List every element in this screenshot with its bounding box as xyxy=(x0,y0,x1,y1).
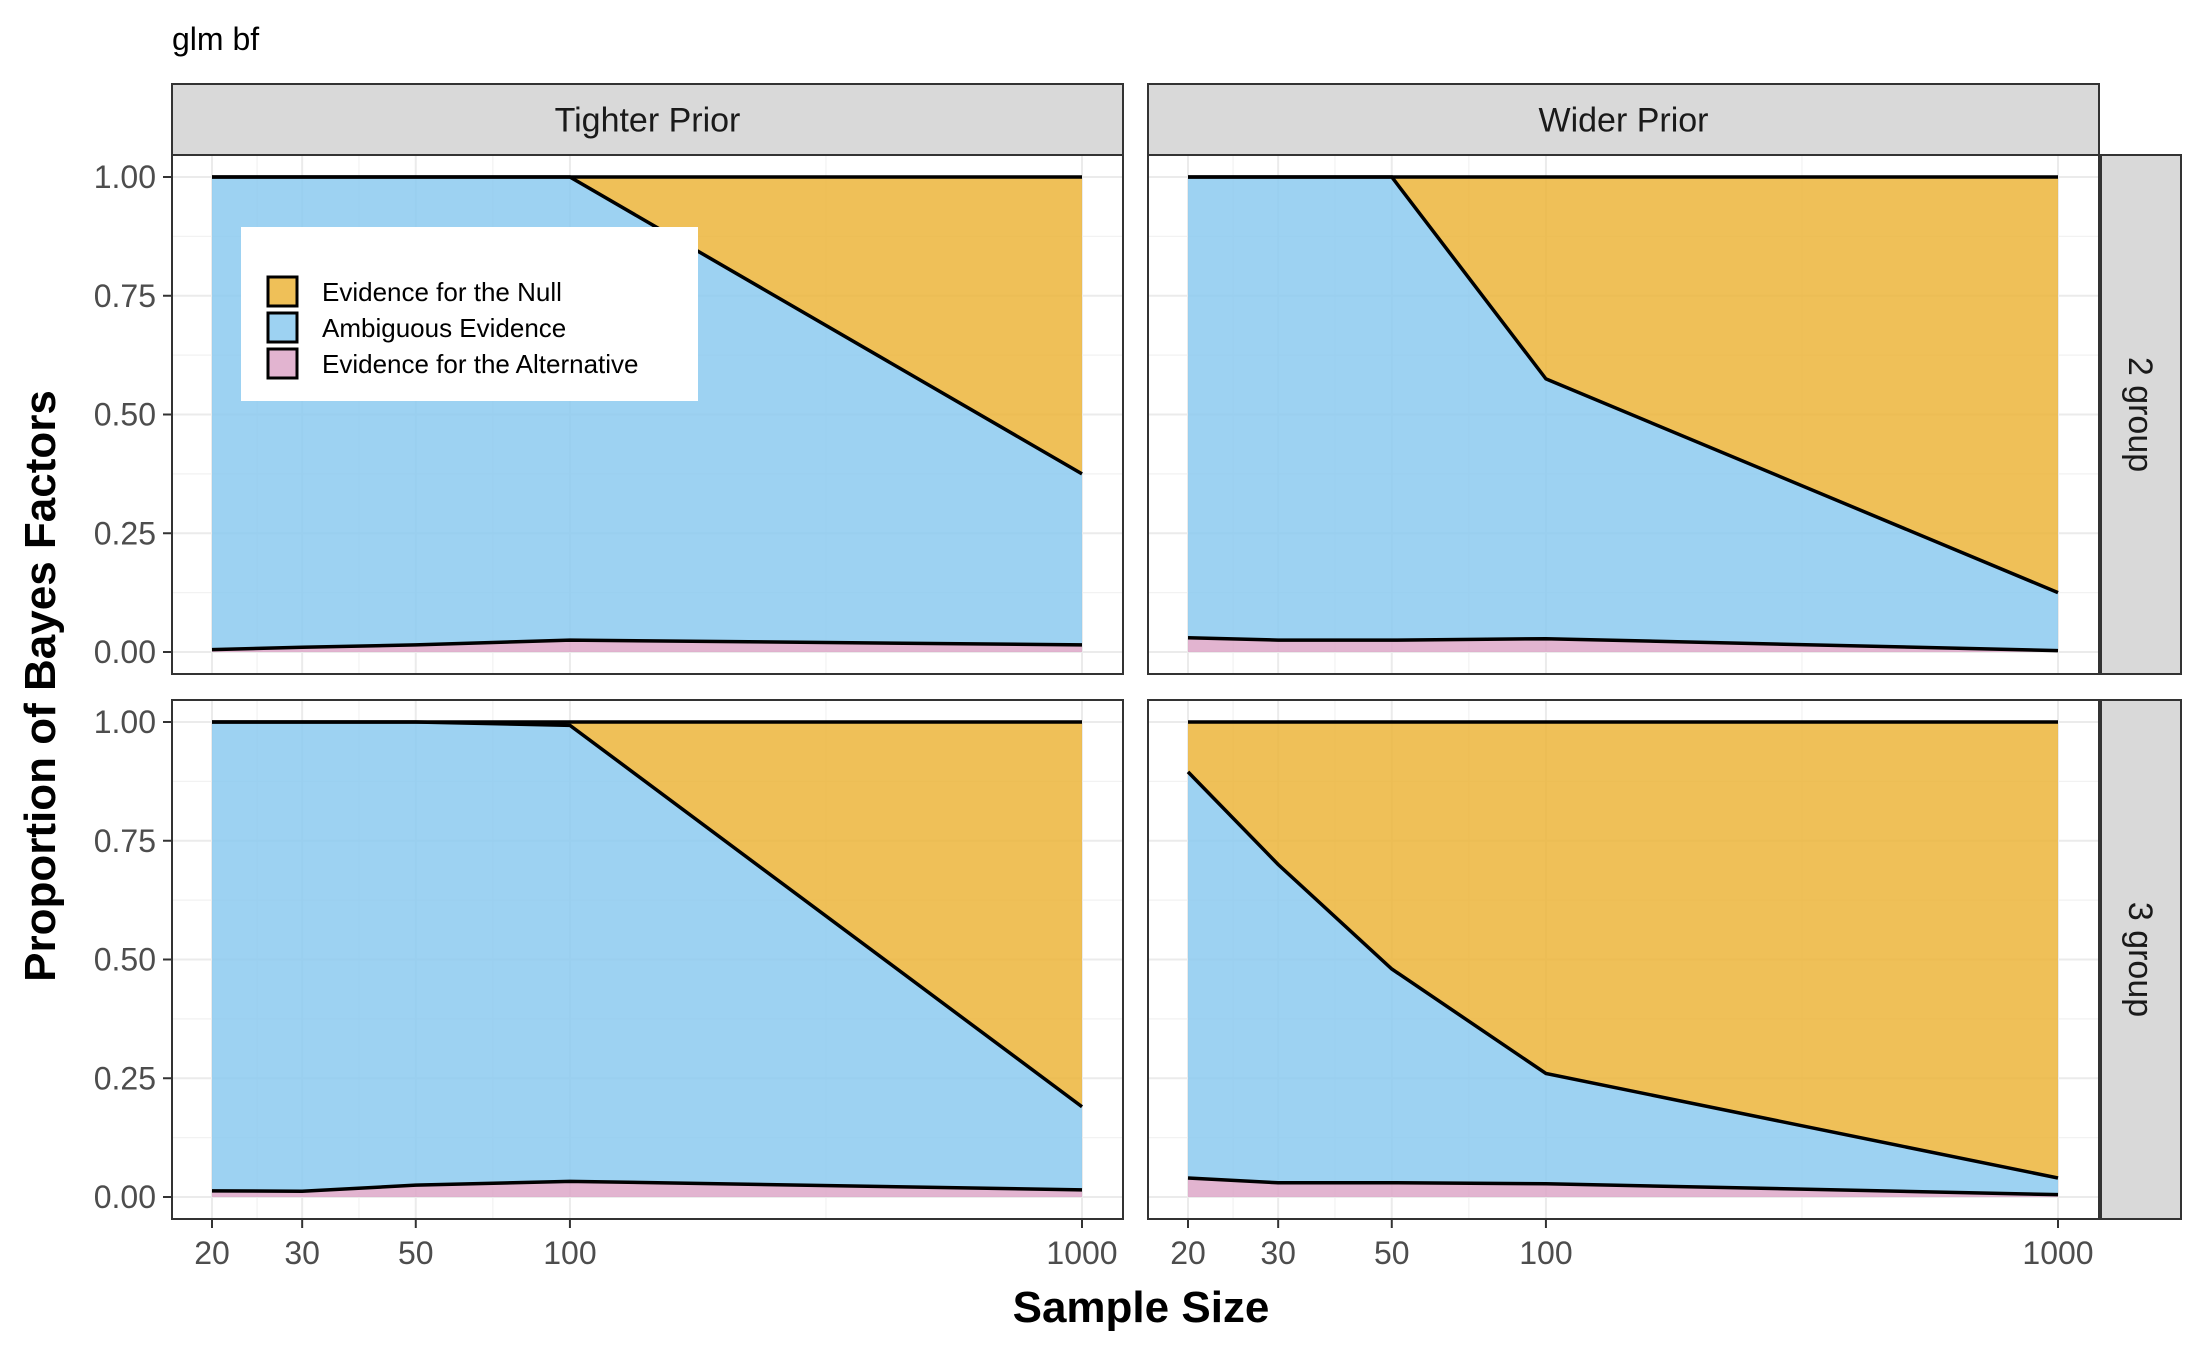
x-tick-label: 30 xyxy=(284,1235,320,1271)
y-axis-title: Proportion of Bayes Factors xyxy=(16,390,65,982)
facet-row-label: 3 group xyxy=(2121,902,2159,1017)
x-axis-title: Sample Size xyxy=(1013,1283,1270,1332)
area-boundary-alternative xyxy=(1187,636,2059,653)
y-tick-label: 0.50 xyxy=(94,942,156,978)
legend-key-ambiguous xyxy=(266,311,299,344)
area-null xyxy=(1188,177,2058,593)
legend-label-null: Evidence for the Null xyxy=(322,277,562,307)
area-ambiguous xyxy=(212,722,1082,1192)
facet-strip-column: Tighter Prior xyxy=(171,83,1124,156)
legend-background xyxy=(241,227,698,401)
facet-strip-row: 3 group xyxy=(2100,699,2182,1220)
y-tick-label: 0.25 xyxy=(94,1060,156,1096)
area-boundary-alternative xyxy=(211,638,1083,652)
x-tick-label: 50 xyxy=(398,1235,434,1271)
x-tick-label: 1000 xyxy=(2022,1235,2093,1271)
x-tick-label: 20 xyxy=(194,1235,230,1271)
area-ambiguous xyxy=(1188,177,2058,651)
plot-title: glm bf xyxy=(172,21,259,57)
y-tick-label: 0.75 xyxy=(94,823,156,859)
x-tick-label: 100 xyxy=(1519,1235,1572,1271)
y-tick-label: 1.00 xyxy=(94,704,156,740)
x-tick-label: 1000 xyxy=(1046,1235,1117,1271)
strip-background xyxy=(171,83,1124,156)
legend-label-ambiguous: Ambiguous Evidence xyxy=(322,313,566,343)
facet-panel-wider-prior-3-group xyxy=(1147,699,2100,1220)
strip-background xyxy=(1147,83,2100,156)
area-boundary-alternative xyxy=(211,1179,1083,1194)
area-boundary-ambiguous xyxy=(1186,770,2059,1180)
area-null xyxy=(1188,722,2058,1178)
y-tick-label: 0.25 xyxy=(94,515,156,551)
x-tick-label: 50 xyxy=(1374,1235,1410,1271)
x-tick-label: 20 xyxy=(1170,1235,1206,1271)
facet-panel-wider-prior-2-group xyxy=(1147,154,2100,675)
facet-strip-column: Wider Prior xyxy=(1147,83,2100,156)
facet-strip-row: 2 group xyxy=(2100,154,2182,675)
legend-key-alternative xyxy=(266,347,299,380)
area-alternative xyxy=(1188,1178,2058,1197)
strip-background xyxy=(2100,699,2182,1220)
x-tick-label: 100 xyxy=(543,1235,596,1271)
facet-row-label: 2 group xyxy=(2121,357,2159,472)
y-tick-label: 1.00 xyxy=(94,159,156,195)
legend-label-alternative: Evidence for the Alternative xyxy=(322,349,639,379)
facet-panel-tighter-prior-3-group xyxy=(171,699,1124,1220)
legend: Evidence for the Null Ambiguous Evidence E… xyxy=(241,227,698,401)
y-tick-label: 0.00 xyxy=(94,634,156,670)
facet-column-label: Wider Prior xyxy=(1538,102,1708,140)
legend-key-null xyxy=(266,275,299,308)
panel-border xyxy=(1147,699,2100,1220)
area-boundary-alternative xyxy=(1187,1176,2059,1197)
y-tick-label: 0.50 xyxy=(94,397,156,433)
area-null xyxy=(212,722,1082,1107)
area-null xyxy=(212,177,1082,474)
strip-background xyxy=(2100,154,2182,675)
facet-column-label: Tighter Prior xyxy=(555,102,741,140)
area-ambiguous xyxy=(1188,771,2058,1195)
y-tick-label: 0.00 xyxy=(94,1179,156,1215)
y-tick-label: 0.75 xyxy=(94,278,156,314)
x-tick-label: 30 xyxy=(1260,1235,1296,1271)
